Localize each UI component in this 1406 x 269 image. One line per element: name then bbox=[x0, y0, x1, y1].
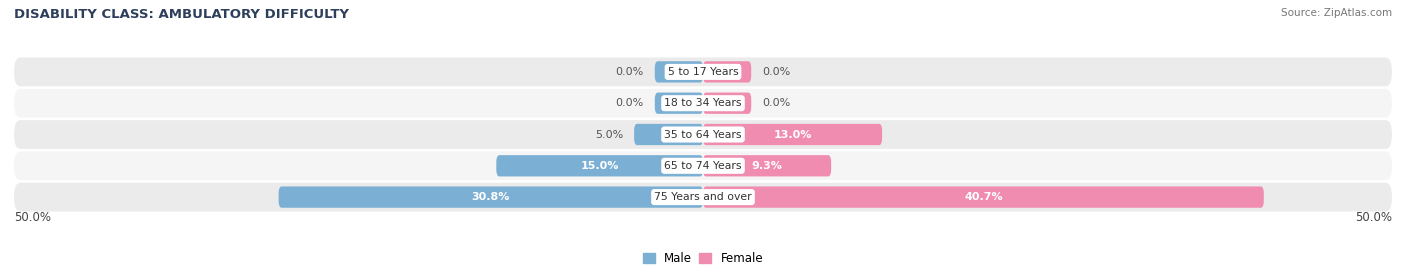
FancyBboxPatch shape bbox=[14, 151, 1392, 180]
FancyBboxPatch shape bbox=[703, 93, 751, 114]
FancyBboxPatch shape bbox=[496, 155, 703, 176]
FancyBboxPatch shape bbox=[703, 155, 831, 176]
FancyBboxPatch shape bbox=[634, 124, 703, 145]
FancyBboxPatch shape bbox=[14, 120, 1392, 149]
Text: 75 Years and over: 75 Years and over bbox=[654, 192, 752, 202]
Text: 18 to 34 Years: 18 to 34 Years bbox=[664, 98, 742, 108]
FancyBboxPatch shape bbox=[703, 124, 882, 145]
Text: 50.0%: 50.0% bbox=[1355, 211, 1392, 224]
FancyBboxPatch shape bbox=[14, 183, 1392, 211]
Text: 9.3%: 9.3% bbox=[752, 161, 783, 171]
FancyBboxPatch shape bbox=[14, 58, 1392, 86]
Text: 5 to 17 Years: 5 to 17 Years bbox=[668, 67, 738, 77]
Text: 40.7%: 40.7% bbox=[965, 192, 1002, 202]
FancyBboxPatch shape bbox=[655, 61, 703, 83]
Text: 50.0%: 50.0% bbox=[14, 211, 51, 224]
FancyBboxPatch shape bbox=[703, 61, 751, 83]
Text: Source: ZipAtlas.com: Source: ZipAtlas.com bbox=[1281, 8, 1392, 18]
FancyBboxPatch shape bbox=[278, 186, 703, 208]
Text: 5.0%: 5.0% bbox=[595, 129, 623, 140]
Text: 30.8%: 30.8% bbox=[471, 192, 510, 202]
Legend: Male, Female: Male, Female bbox=[638, 247, 768, 269]
Text: 13.0%: 13.0% bbox=[773, 129, 811, 140]
FancyBboxPatch shape bbox=[655, 93, 703, 114]
Text: 0.0%: 0.0% bbox=[616, 67, 644, 77]
Text: 0.0%: 0.0% bbox=[616, 98, 644, 108]
FancyBboxPatch shape bbox=[703, 186, 1264, 208]
Text: 35 to 64 Years: 35 to 64 Years bbox=[664, 129, 742, 140]
Text: 65 to 74 Years: 65 to 74 Years bbox=[664, 161, 742, 171]
Text: 0.0%: 0.0% bbox=[762, 98, 790, 108]
FancyBboxPatch shape bbox=[14, 89, 1392, 118]
Text: 0.0%: 0.0% bbox=[762, 67, 790, 77]
Text: 15.0%: 15.0% bbox=[581, 161, 619, 171]
Text: DISABILITY CLASS: AMBULATORY DIFFICULTY: DISABILITY CLASS: AMBULATORY DIFFICULTY bbox=[14, 8, 349, 21]
